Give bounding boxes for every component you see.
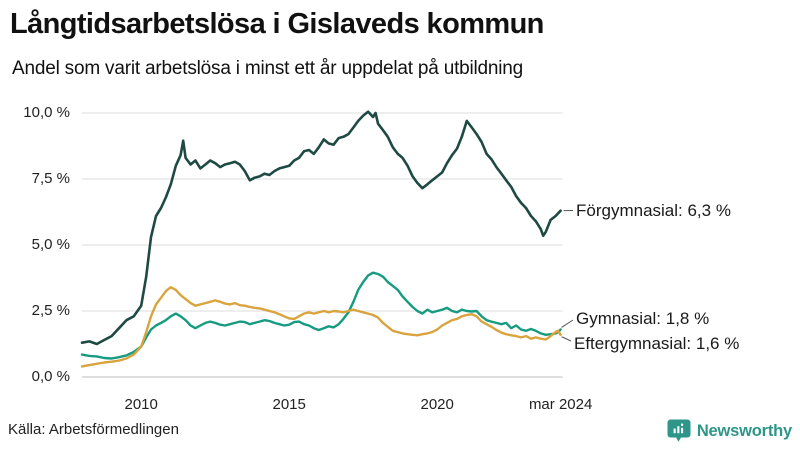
label-connector-eftergymnasial (562, 337, 571, 341)
newsworthy-wordmark: Newsworthy (697, 422, 792, 441)
x-tick-label: mar 2024 (516, 396, 606, 414)
newsworthy-logo-icon (667, 419, 691, 443)
series-label-gymnasial: Gymnasial: 1,8 % (576, 308, 709, 330)
series-label-eftergymnasial: Eftergymnasial: 1,6 % (574, 333, 739, 355)
series-label-forgymnasial: Förgymnasial: 6,3 % (576, 200, 731, 222)
y-tick-label: 0,0 % (0, 368, 70, 386)
x-tick-label: 2015 (244, 396, 334, 414)
source-note: Källa: Arbetsförmedlingen (8, 421, 179, 438)
y-tick-label: 5,0 % (0, 236, 70, 254)
y-tick-label: 2,5 % (0, 302, 70, 320)
series-line-gymnasial (82, 273, 561, 359)
x-tick-label: 2010 (96, 396, 186, 414)
y-tick-label: 7,5 % (0, 170, 70, 188)
label-connector-gymnasial (562, 320, 573, 327)
y-tick-label: 10,0 % (0, 104, 70, 122)
x-tick-label: 2020 (392, 396, 482, 414)
newsworthy-brand: Newsworthy (667, 419, 792, 443)
